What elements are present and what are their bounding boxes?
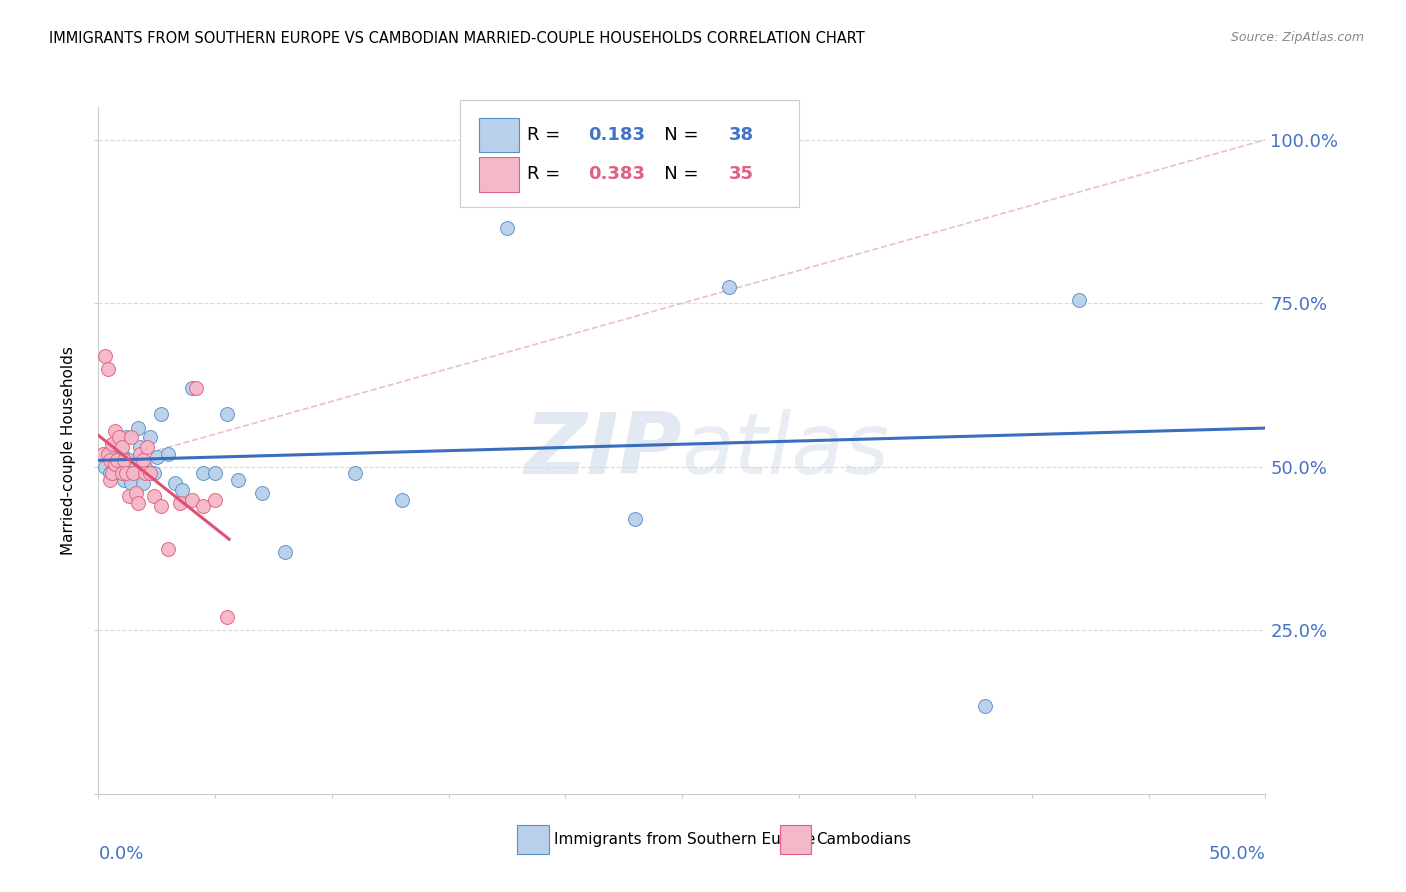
Point [118,453,141,467]
Point [115,467,138,481]
Text: 38: 38 [728,126,754,145]
Point [157,541,180,556]
Point [122,463,145,477]
Point [94,349,117,363]
Point [132,453,155,467]
Point [104,440,127,454]
Text: IMMIGRANTS FROM SOUTHERN EUROPE VS CAMBODIAN MARRIED-COUPLE HOUSEHOLDS CORRELATI: IMMIGRANTS FROM SOUTHERN EUROPE VS CAMBO… [49,31,865,46]
Text: R =: R = [527,126,565,145]
Text: Cambodians: Cambodians [815,832,911,847]
Point [91,447,114,461]
Point [717,280,740,294]
Point [215,408,238,422]
Text: N =: N = [647,165,704,184]
Point [180,492,202,507]
Point [250,486,273,500]
Text: 0.183: 0.183 [589,126,645,145]
Point [204,492,226,507]
Text: 0.0%: 0.0% [98,846,143,863]
Point [186,381,208,395]
Point [134,467,156,481]
Point [624,512,647,526]
FancyBboxPatch shape [479,157,519,192]
Point [139,467,162,481]
Point [98,453,121,467]
Point [391,492,413,507]
Point [104,424,127,438]
Point [118,489,141,503]
FancyBboxPatch shape [780,825,811,855]
Point [165,476,187,491]
Point [108,430,131,444]
Point [120,476,142,491]
Point [98,473,121,487]
Point [104,457,127,471]
Point [111,467,134,481]
Point [193,467,215,481]
Text: ZIP: ZIP [524,409,682,492]
Point [115,430,138,444]
Text: 35: 35 [728,165,754,184]
Point [143,489,166,503]
Text: Source: ZipAtlas.com: Source: ZipAtlas.com [1230,31,1364,45]
Point [105,453,128,467]
Point [97,361,120,376]
Text: R =: R = [527,165,565,184]
Point [1067,293,1090,307]
Y-axis label: Married-couple Households: Married-couple Households [60,346,76,555]
Point [101,453,124,467]
Point [125,457,148,471]
Point [274,545,297,559]
Point [97,447,120,461]
Text: Immigrants from Southern Europe: Immigrants from Southern Europe [554,832,815,847]
Point [122,467,145,481]
Point [129,440,152,454]
Point [112,453,135,467]
Point [139,430,162,444]
Point [101,467,124,481]
Point [150,408,173,422]
Point [105,467,128,481]
Point [132,476,155,491]
Point [120,430,142,444]
Point [496,221,519,235]
Point [134,459,156,474]
Point [127,496,149,510]
Point [111,447,134,461]
Text: atlas: atlas [682,409,890,492]
Text: N =: N = [647,126,704,145]
Point [94,459,117,474]
Point [129,447,152,461]
FancyBboxPatch shape [460,100,799,207]
Point [344,467,367,481]
Point [172,483,194,497]
Point [127,420,149,434]
Point [215,610,238,624]
Point [204,467,226,481]
Point [112,473,135,487]
Text: 50.0%: 50.0% [1209,846,1265,863]
Point [157,447,180,461]
Point [974,698,997,713]
Point [125,486,148,500]
Point [111,440,134,454]
Point [143,467,166,481]
Point [108,434,131,448]
Point [146,450,169,464]
Point [180,381,202,395]
Point [150,499,173,513]
Point [136,440,159,454]
Point [101,437,124,451]
Point [193,499,215,513]
FancyBboxPatch shape [479,118,519,153]
Point [228,473,250,487]
FancyBboxPatch shape [517,825,548,855]
Point [98,467,121,481]
Point [169,496,191,510]
Text: 0.383: 0.383 [589,165,645,184]
